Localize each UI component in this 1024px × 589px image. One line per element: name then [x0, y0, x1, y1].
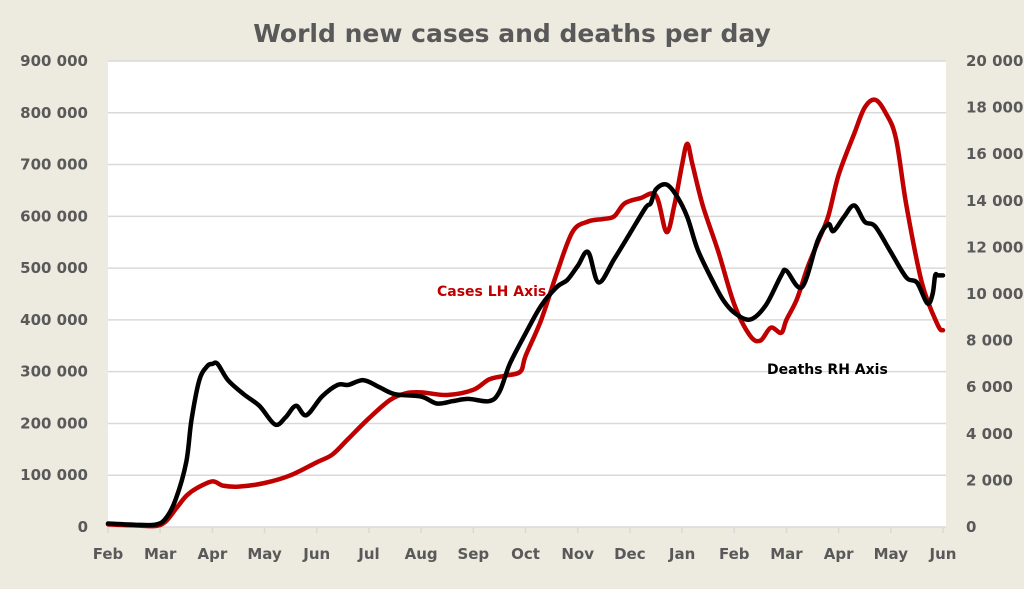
y-axis-right: 0 2 000 4 000 6 000 8 000 10 000 12 000 14 000 1… [966, 52, 1023, 536]
x-tick-label: Dec [614, 545, 646, 563]
deaths-annotation: Deaths RH Axis [767, 362, 888, 378]
x-tick-label: Jan [668, 545, 695, 563]
x-tick-label: Feb [719, 545, 750, 563]
x-tick-label: Oct [511, 545, 540, 563]
x-tick-label: Sep [457, 545, 489, 563]
y-right-tick-label: 20 000 [966, 52, 1023, 70]
y-left-tick-label: 700 000 [20, 156, 88, 174]
series-line-deaths [105, 181, 946, 528]
y-left-tick-label: 0 [78, 518, 88, 536]
y-right-tick-label: 6 000 [966, 378, 1013, 396]
y-right-tick-label: 18 000 [966, 99, 1023, 117]
y-left-tick-label: 800 000 [20, 104, 88, 122]
x-tick-label: Apr [198, 545, 228, 563]
x-axis: Feb Mar Apr May Jun Jul Aug Sep Oct Nov Dec Jan Feb M… [93, 545, 957, 563]
x-tick-label: Jun [929, 545, 957, 563]
y-right-tick-label: 8 000 [966, 332, 1013, 350]
x-tick-label: Mar [770, 545, 803, 563]
chart-title: World new cases and deaths per day [253, 19, 771, 48]
y-right-tick-label: 4 000 [966, 425, 1013, 443]
series-line-cases [105, 97, 946, 529]
series-lines [105, 97, 946, 529]
y-left-tick-label: 600 000 [20, 207, 88, 225]
x-tick-label: Jun [302, 545, 330, 563]
x-tick-label: Aug [405, 545, 438, 563]
gridlines [108, 60, 946, 528]
y-left-tick-label: 900 000 [20, 52, 88, 70]
y-right-tick-label: 14 000 [966, 192, 1023, 210]
x-tick-label: Mar [144, 545, 177, 563]
y-left-tick-label: 300 000 [20, 363, 88, 381]
cases-annotation: Cases LH Axis [437, 284, 546, 300]
x-tick-label: May [247, 545, 282, 563]
x-tick-label: Jul [357, 545, 379, 563]
x-tick-label: May [874, 545, 909, 563]
y-right-tick-label: 2 000 [966, 471, 1013, 489]
y-right-tick-label: 0 [966, 518, 976, 536]
y-left-tick-label: 500 000 [20, 259, 88, 277]
y-left-tick-label: 100 000 [20, 466, 88, 484]
y-left-tick-label: 200 000 [20, 414, 88, 432]
y-right-tick-label: 16 000 [966, 145, 1023, 163]
y-axis-left: 0 100 000 200 000 300 000 400 000 500 000 600 … [20, 52, 88, 536]
y-left-tick-label: 400 000 [20, 311, 88, 329]
x-tick-label: Feb [93, 545, 124, 563]
x-tick-label: Nov [561, 545, 594, 563]
y-right-tick-label: 12 000 [966, 238, 1023, 256]
x-tick-label: Apr [824, 545, 854, 563]
plot-area [108, 61, 946, 527]
x-tick-marks [107, 527, 944, 533]
y-right-tick-label: 10 000 [966, 285, 1023, 303]
